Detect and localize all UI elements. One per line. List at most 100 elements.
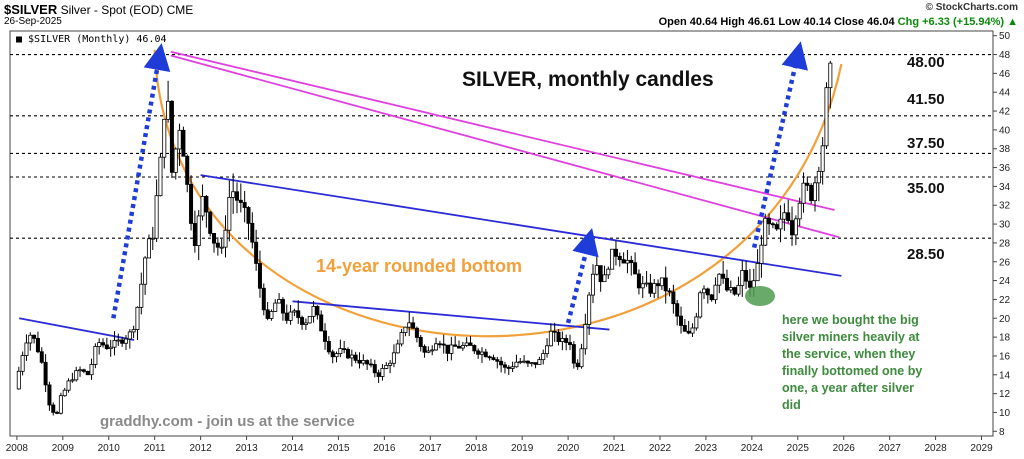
- rounded-bottom-label: 14-year rounded bottom: [316, 256, 522, 276]
- candle-body-36: [154, 195, 159, 239]
- candle-body-59: [242, 202, 247, 208]
- x-tick-label-8: 2016: [373, 443, 396, 454]
- candle-body-6: [39, 351, 44, 363]
- candle-body-80: [323, 330, 328, 342]
- candle-body-75: [303, 322, 308, 325]
- candle-body-77: [311, 306, 316, 317]
- candle-body-68: [277, 299, 282, 304]
- candle-body-8: [47, 384, 52, 406]
- candle-body-135: [533, 362, 538, 365]
- candle-body-33: [143, 257, 148, 285]
- candle-body-116: [460, 345, 465, 349]
- x-tick-label-21: 2029: [970, 443, 993, 454]
- candle-body-101: [403, 326, 408, 333]
- candle-body-10: [55, 411, 60, 414]
- candle-body-106: [422, 346, 427, 353]
- symbol-description: Silver - Spot (EOD) CME: [60, 3, 194, 17]
- candle-body-195: [763, 217, 768, 246]
- candle-body-31: [135, 306, 140, 330]
- candle-body-123: [487, 356, 492, 359]
- y-tick-label-8: 24: [999, 276, 1011, 287]
- candle-body-186: [728, 287, 733, 291]
- y-tick-label-19: 46: [999, 69, 1011, 80]
- x-tick-label-19: 2027: [879, 443, 902, 454]
- candle-body-20: [93, 346, 98, 365]
- note-line-5: one, a year after silver: [782, 381, 914, 395]
- candle-body-71: [288, 311, 293, 321]
- candle-body-121: [479, 351, 484, 355]
- candle-body-193: [755, 263, 760, 282]
- y-axis: 8 10 12 14 16 18 20 22 24 26 28 30 32 34 36 38 40 42 44 46 4…: [993, 31, 1011, 438]
- candle-body-42: [177, 129, 182, 150]
- candle-body-5: [35, 338, 40, 353]
- candle-body-69: [280, 299, 285, 314]
- x-tick-label-10: 2018: [465, 443, 488, 454]
- candle-body-210: [820, 145, 825, 172]
- candle-body-133: [525, 360, 530, 364]
- chart-symbol: $SILVER Silver - Spot (EOD) CME: [4, 2, 193, 17]
- candle-body-127: [502, 364, 507, 368]
- x-tick-label-18: 2026: [833, 443, 856, 454]
- arrow-2024: [751, 41, 808, 249]
- candle-body-52: [215, 242, 220, 248]
- trend-line-magenta-1: [170, 50, 835, 211]
- candle-body-53: [219, 246, 224, 249]
- candle-body-131: [518, 361, 523, 364]
- note-line-1: here we bought the big: [782, 313, 919, 327]
- candle-body-182: [713, 284, 718, 301]
- candle-body-140: [552, 330, 557, 333]
- candle-body-167: [656, 283, 661, 287]
- candle-body-62: [254, 241, 259, 264]
- candle-body-154: [606, 268, 611, 276]
- level-label-28: 28.50: [907, 246, 945, 263]
- candle-body-197: [770, 223, 775, 226]
- candle-body-111: [441, 343, 446, 346]
- candle-body-144: [568, 342, 573, 345]
- x-tick-label-11: 2019: [511, 443, 534, 454]
- y-tick-label-13: 34: [999, 182, 1011, 193]
- y-tick-label-3: 14: [999, 370, 1011, 381]
- candle-body-180: [705, 288, 710, 296]
- y-tick-label-16: 40: [999, 125, 1011, 136]
- candle-body-165: [648, 282, 653, 294]
- candle-body-191: [747, 280, 752, 288]
- y-tick-label-15: 38: [999, 144, 1011, 155]
- candle-body-149: [587, 294, 592, 325]
- candle-body-25: [112, 339, 117, 348]
- candle-body-60: [246, 207, 251, 224]
- candle-body-163: [640, 283, 645, 289]
- candle-body-74: [300, 317, 305, 325]
- candle-body-209: [816, 170, 821, 184]
- candle-body-171: [671, 291, 676, 305]
- candle-body-35: [150, 237, 155, 240]
- candle-body-14: [70, 379, 75, 382]
- x-tick-label-16: 2024: [741, 443, 764, 454]
- candle-body-37: [158, 156, 163, 197]
- y-tick-label-5: 18: [999, 333, 1011, 344]
- candle-body-155: [610, 248, 615, 270]
- ohlc-values: Open 40.64 High 46.61 Low 40.14 Close 46…: [658, 16, 895, 28]
- candle-body-188: [736, 284, 741, 295]
- candle-body-142: [560, 338, 565, 342]
- trend-lines: [19, 50, 842, 341]
- rounded-bottom-arc: [153, 49, 843, 338]
- candle-body-202: [790, 220, 795, 236]
- candle-body-94: [376, 372, 381, 377]
- ohlc-readout: Open 40.64 High 46.61 Low 40.14 Close 46…: [659, 16, 1018, 28]
- candle-body-46: [192, 223, 197, 246]
- note-line-2: silver miners heavily at: [782, 330, 920, 344]
- candle-body-95: [380, 368, 385, 377]
- candle-body-196: [767, 217, 772, 225]
- candle-body-145: [571, 344, 576, 364]
- arrows: [111, 41, 808, 324]
- candle-body-85: [342, 348, 347, 351]
- candle-body-125: [495, 359, 500, 362]
- level-label-41: 41.50: [907, 91, 945, 108]
- candle-body-143: [564, 338, 569, 343]
- source-credit: © StockCharts.com: [925, 2, 1018, 13]
- candle-body-160: [629, 259, 634, 264]
- candle-body-192: [751, 280, 756, 288]
- candle-body-22: [101, 342, 106, 346]
- chart-date: 26-Sep-2025: [4, 16, 62, 27]
